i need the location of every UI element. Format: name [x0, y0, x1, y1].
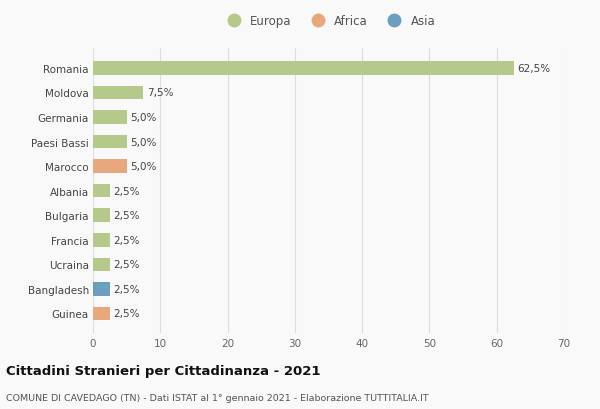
Text: 5,0%: 5,0% [130, 162, 157, 172]
Bar [93, 307, 110, 320]
Text: 2,5%: 2,5% [113, 284, 140, 294]
Text: Cittadini Stranieri per Cittadinanza - 2021: Cittadini Stranieri per Cittadinanza - 2… [6, 364, 320, 377]
Bar [93, 111, 127, 124]
Bar [93, 283, 110, 296]
Legend: Europa, Africa, Asia: Europa, Africa, Asia [222, 15, 435, 28]
Bar [93, 258, 110, 272]
Bar [93, 184, 110, 198]
Text: 2,5%: 2,5% [113, 260, 140, 270]
Bar [93, 234, 110, 247]
Text: 2,5%: 2,5% [113, 309, 140, 319]
Text: 7,5%: 7,5% [147, 88, 173, 98]
Bar [93, 86, 143, 100]
Bar [93, 160, 127, 173]
Bar [93, 209, 110, 222]
Bar [93, 135, 127, 149]
Text: 5,0%: 5,0% [130, 113, 157, 123]
Bar [93, 62, 514, 76]
Text: 5,0%: 5,0% [130, 137, 157, 147]
Text: 62,5%: 62,5% [517, 64, 550, 74]
Text: 2,5%: 2,5% [113, 186, 140, 196]
Text: 2,5%: 2,5% [113, 211, 140, 221]
Text: 2,5%: 2,5% [113, 235, 140, 245]
Text: COMUNE DI CAVEDAGO (TN) - Dati ISTAT al 1° gennaio 2021 - Elaborazione TUTTITALI: COMUNE DI CAVEDAGO (TN) - Dati ISTAT al … [6, 393, 428, 402]
